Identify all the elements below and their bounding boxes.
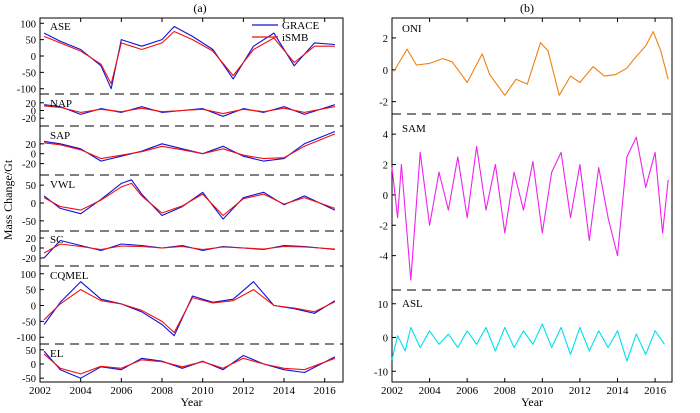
plot-frame [39,17,344,383]
y-tick-label: 50 [26,346,37,357]
subplot-label-vwl: VWL [50,179,75,191]
x-tick-label: 2010 [531,385,554,397]
series-line-nap-ismb [44,105,336,115]
x-axis-label: Year [521,395,543,409]
y-tick-label: -2 [379,98,388,109]
y-tick-label: 4 [383,130,389,141]
y-tick-label: 0 [31,52,36,63]
subplot-label-asl: ASL [402,298,423,310]
subplot-label-sam: SAM [402,123,426,135]
series-line-ase-ismb [43,30,335,85]
x-tick-label: 2004 [70,385,93,397]
x-tick-label: 2014 [607,385,630,397]
plot-frame [391,17,673,383]
x-tick-label: 2014 [273,385,296,397]
series-line-asl-asl [391,323,665,362]
y-tick-label: -50 [22,317,36,328]
y-tick-label: -100 [17,333,36,344]
y-tick-label: 0 [31,150,36,161]
y-axis-label: Mass Change/Gt [1,159,15,240]
y-tick-label: -50 [22,68,36,79]
x-tick-label: 2016 [644,385,667,397]
y-tick-label: 50 [26,286,37,297]
x-tick-label: 2010 [192,385,215,397]
series-line-sam-sam [391,136,669,281]
subplot-label-oni: ONI [402,23,422,35]
x-tick-label: 2016 [314,385,337,397]
y-tick-label: -2 [379,221,388,232]
y-tick-label: 20 [26,140,37,151]
y-tick-label: -20 [22,114,36,125]
x-tick-label: 2002 [381,385,403,397]
series-line-sap-ismb [44,133,336,160]
y-tick-label: 20 [26,234,37,245]
y-tick-label: 0 [31,199,36,210]
series-line-cqmel-ismb [43,289,336,334]
y-tick-label: 0 [31,244,36,255]
x-tick-label: 2008 [494,385,517,397]
y-tick-label: 20 [26,99,37,110]
subplot-label-ase: ASE [50,21,71,33]
y-tick-label: 0 [383,191,388,202]
subplot-label-cqmel: CQMEL [50,270,89,282]
y-tick-label: 10 [378,300,389,311]
x-tick-label: 2012 [232,385,254,397]
subplot-label-nap: NAP [50,98,72,110]
subplot-label-sap: SAP [50,130,70,142]
y-tick-label: 0 [383,334,388,345]
y-tick-label: 0 [383,66,388,77]
panel-b: 2002 2004 2006 2008 2010 2012 2014 2016Year20-2… [374,17,673,409]
x-tick-label: 2004 [419,385,442,397]
subplot-label-el: EL [50,348,64,360]
legend-entry-grace: GRACE [282,20,320,32]
y-tick-label: -50 [22,374,36,385]
x-tick-label: 2006 [456,385,479,397]
series-line-vwl-ismb [43,182,336,217]
y-tick-label: 2 [383,161,388,172]
y-tick-label: 50 [26,36,37,47]
x-tick-label: 2012 [569,385,591,397]
series-line-oni-oni [393,31,669,96]
panel-b-label: (b) [520,1,534,15]
y-tick-label: -4 [379,252,388,263]
y-tick-label: -50 [22,217,36,228]
y-tick-label: 0 [31,360,36,371]
y-tick-label: -100 [17,85,36,96]
y-tick-label: 50 [26,181,37,192]
panel-a-label: (a) [193,1,206,15]
series-line-el-grace [43,350,336,379]
legend-entry-ismb: iSMB [282,32,308,44]
subplot-label-sc: SC [50,234,63,246]
y-tick-label: 0 [31,107,36,118]
panel-a: 2002 2004 2006 2008 2010 2012 2014 2016 Year Mass… [1,17,344,409]
x-axis-label: Year [180,395,202,409]
y-tick-label: -20 [22,160,36,171]
y-tick-label: 100 [20,270,36,281]
x-tick-label: 2006 [110,385,133,397]
series-line-sc-ismb [43,243,335,254]
y-tick-label: 0 [31,302,36,313]
series-line-el-ismb [43,353,336,375]
y-tick-label: 2 [383,34,388,45]
y-tick-label: -20 [22,254,36,265]
x-tick-label: 2002 [29,385,51,397]
y-tick-label: -10 [374,367,388,378]
y-tick-label: 100 [20,19,36,30]
x-tick-label: 2008 [151,385,174,397]
